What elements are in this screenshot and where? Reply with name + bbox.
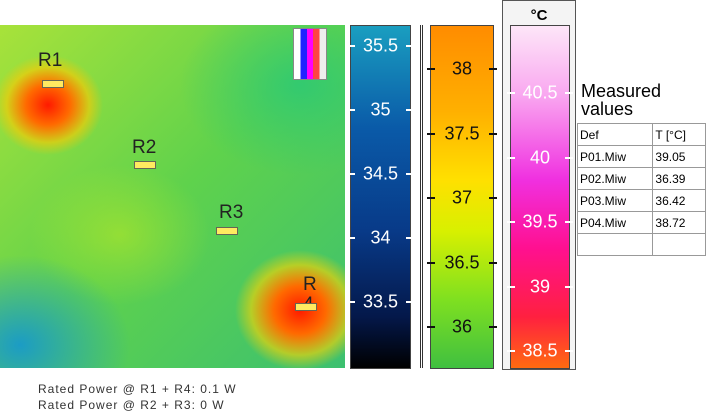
color-bar: 40.5 40 39.5 39 38.5 bbox=[507, 25, 573, 369]
region-label: R1 bbox=[38, 50, 63, 71]
tick-mark bbox=[406, 45, 414, 47]
tick-mark bbox=[347, 301, 355, 303]
tick-mark bbox=[347, 109, 355, 111]
tick-mark bbox=[507, 92, 515, 94]
tick-label: 36 bbox=[451, 316, 473, 337]
table-cell: 38.72 bbox=[652, 211, 706, 234]
tick-mark bbox=[565, 156, 573, 159]
tick-mark bbox=[427, 261, 435, 264]
tick-mark bbox=[406, 301, 414, 303]
region-tag bbox=[134, 161, 156, 169]
tick-mark bbox=[489, 68, 497, 70]
tick-label: 39.5 bbox=[522, 211, 558, 232]
tick-label: 40 bbox=[529, 147, 551, 167]
table-row: P02.Miw 36.39 bbox=[576, 167, 706, 190]
table-row: P01.Miw 39.05 bbox=[576, 145, 706, 168]
tick-label: 38 bbox=[451, 58, 473, 79]
tick-mark bbox=[489, 261, 497, 264]
tick-label: 37.5 bbox=[444, 123, 480, 143]
region-tag bbox=[42, 80, 64, 88]
tick-mark bbox=[565, 221, 573, 223]
header-cell: Def bbox=[576, 123, 654, 146]
table-row bbox=[576, 233, 706, 256]
table-cell: 39.05 bbox=[652, 145, 706, 168]
color-bar: 35.5 35 34.5 34 33.5 bbox=[347, 25, 414, 369]
values-table: Def T [°C] P01.Miw 39.05 P02.Miw 36.39 P03.Miw… bbox=[576, 123, 706, 256]
tick-mark bbox=[565, 92, 573, 94]
table-header: Def T [°C] bbox=[576, 123, 706, 146]
table-cell: P03.Miw bbox=[576, 189, 654, 212]
unit-label: °C bbox=[530, 7, 548, 24]
tick-mark bbox=[489, 132, 497, 135]
tick-mark bbox=[347, 173, 355, 175]
tick-label: 35 bbox=[370, 99, 391, 120]
tick-mark bbox=[427, 132, 435, 135]
tick-mark bbox=[565, 350, 573, 352]
tick-label: 36.5 bbox=[444, 252, 480, 272]
tick-label: 35.5 bbox=[362, 35, 399, 56]
table-title: Measured values bbox=[581, 81, 662, 119]
tick-mark bbox=[406, 109, 414, 111]
tick-mark bbox=[507, 221, 515, 223]
tick-label: 34 bbox=[370, 227, 391, 248]
tick-mark bbox=[507, 350, 515, 352]
tick-mark bbox=[565, 285, 573, 288]
tick-label: 40.5 bbox=[522, 82, 558, 103]
footer-line: Rated Power @ R2 + R3: 0 W bbox=[38, 398, 225, 412]
tick-label: 39 bbox=[529, 276, 551, 296]
tick-mark bbox=[427, 197, 435, 199]
table-cell bbox=[652, 233, 706, 256]
tick-label: 38.5 bbox=[522, 340, 558, 361]
table-cell: 36.39 bbox=[652, 167, 706, 190]
table-cell: 36.42 bbox=[652, 189, 706, 212]
tick-mark bbox=[406, 237, 414, 239]
table-cell: P01.Miw bbox=[576, 145, 654, 168]
table-cell: P04.Miw bbox=[576, 211, 654, 234]
tick-mark bbox=[406, 173, 414, 175]
header-cell: T [°C] bbox=[652, 123, 706, 146]
thermal-image: R1 R2 R3 R4 bbox=[0, 25, 345, 368]
tick-label: 37 bbox=[451, 187, 473, 208]
table-cell: P02.Miw bbox=[576, 167, 654, 190]
tick-mark bbox=[427, 326, 435, 328]
region-label: R3 bbox=[219, 202, 244, 223]
table-row: P03.Miw 36.42 bbox=[576, 189, 706, 212]
region-tag bbox=[216, 227, 238, 235]
tick-mark bbox=[427, 68, 435, 70]
tick-mark bbox=[347, 237, 355, 239]
tick-mark bbox=[489, 326, 497, 328]
color-bar: 38 37.5 37 36.5 36 bbox=[427, 25, 497, 369]
footer-line: Rated Power @ R1 + R4: 0.1 W bbox=[38, 382, 237, 396]
tick-mark bbox=[507, 156, 515, 159]
table-row: P04.Miw 38.72 bbox=[576, 211, 706, 234]
region-label: R2 bbox=[132, 137, 157, 158]
region-tag bbox=[295, 303, 317, 311]
thumbnail bbox=[293, 28, 327, 80]
tick-mark bbox=[347, 45, 355, 47]
table-cell bbox=[576, 233, 654, 256]
tick-label: 34.5 bbox=[362, 163, 399, 184]
tick-label: 33.5 bbox=[362, 291, 399, 312]
tick-mark bbox=[489, 197, 497, 199]
tick-mark bbox=[507, 285, 515, 288]
